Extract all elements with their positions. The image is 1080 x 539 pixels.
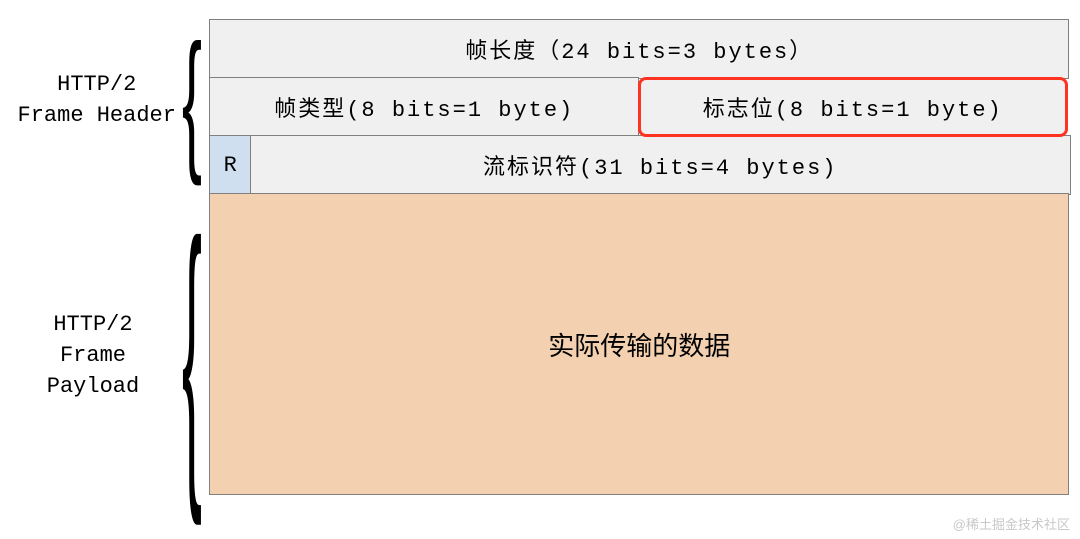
header-label-block: HTTP/2 Frame Header { [18,70,202,132]
payload-brace: { [182,200,202,512]
cell-r: R [209,135,251,195]
cell-flags: 标志位(8 bits=1 byte) [638,77,1068,137]
cell-payload: 实际传输的数据 [209,193,1069,495]
cell-stream-id: 流标识符(31 bits=4 bytes) [250,135,1071,195]
header-label-line1: HTTP/2 [57,72,136,97]
watermark: @稀土掘金技术社区 [953,514,1070,533]
header-label-line2: Frame Header [18,103,176,128]
payload-label-block: HTTP/2 Frame Payload { [10,310,202,402]
payload-label-line2: Frame Payload [47,343,139,399]
row-type-flags: 帧类型(8 bits=1 byte) 标志位(8 bits=1 byte) [210,78,1070,136]
row-payload: 实际传输的数据 [210,194,1070,494]
header-brace: { [182,23,202,179]
frame-diagram: HTTP/2 Frame Header { HTTP/2 Frame Paylo… [10,20,1070,520]
cell-frame-length: 帧长度（24 bits=3 bytes） [209,19,1069,79]
labels-column: HTTP/2 Frame Header { HTTP/2 Frame Paylo… [10,20,210,520]
cell-frame-type: 帧类型(8 bits=1 byte) [209,77,639,137]
header-label: HTTP/2 Frame Header [18,70,176,132]
payload-label-line1: HTTP/2 [53,312,132,337]
payload-label: HTTP/2 Frame Payload [10,310,176,402]
row-stream-id: R 流标识符(31 bits=4 bytes) [210,136,1070,194]
row-frame-length: 帧长度（24 bits=3 bytes） [210,20,1070,78]
diagram-column: 帧长度（24 bits=3 bytes） 帧类型(8 bits=1 byte) … [210,20,1070,520]
